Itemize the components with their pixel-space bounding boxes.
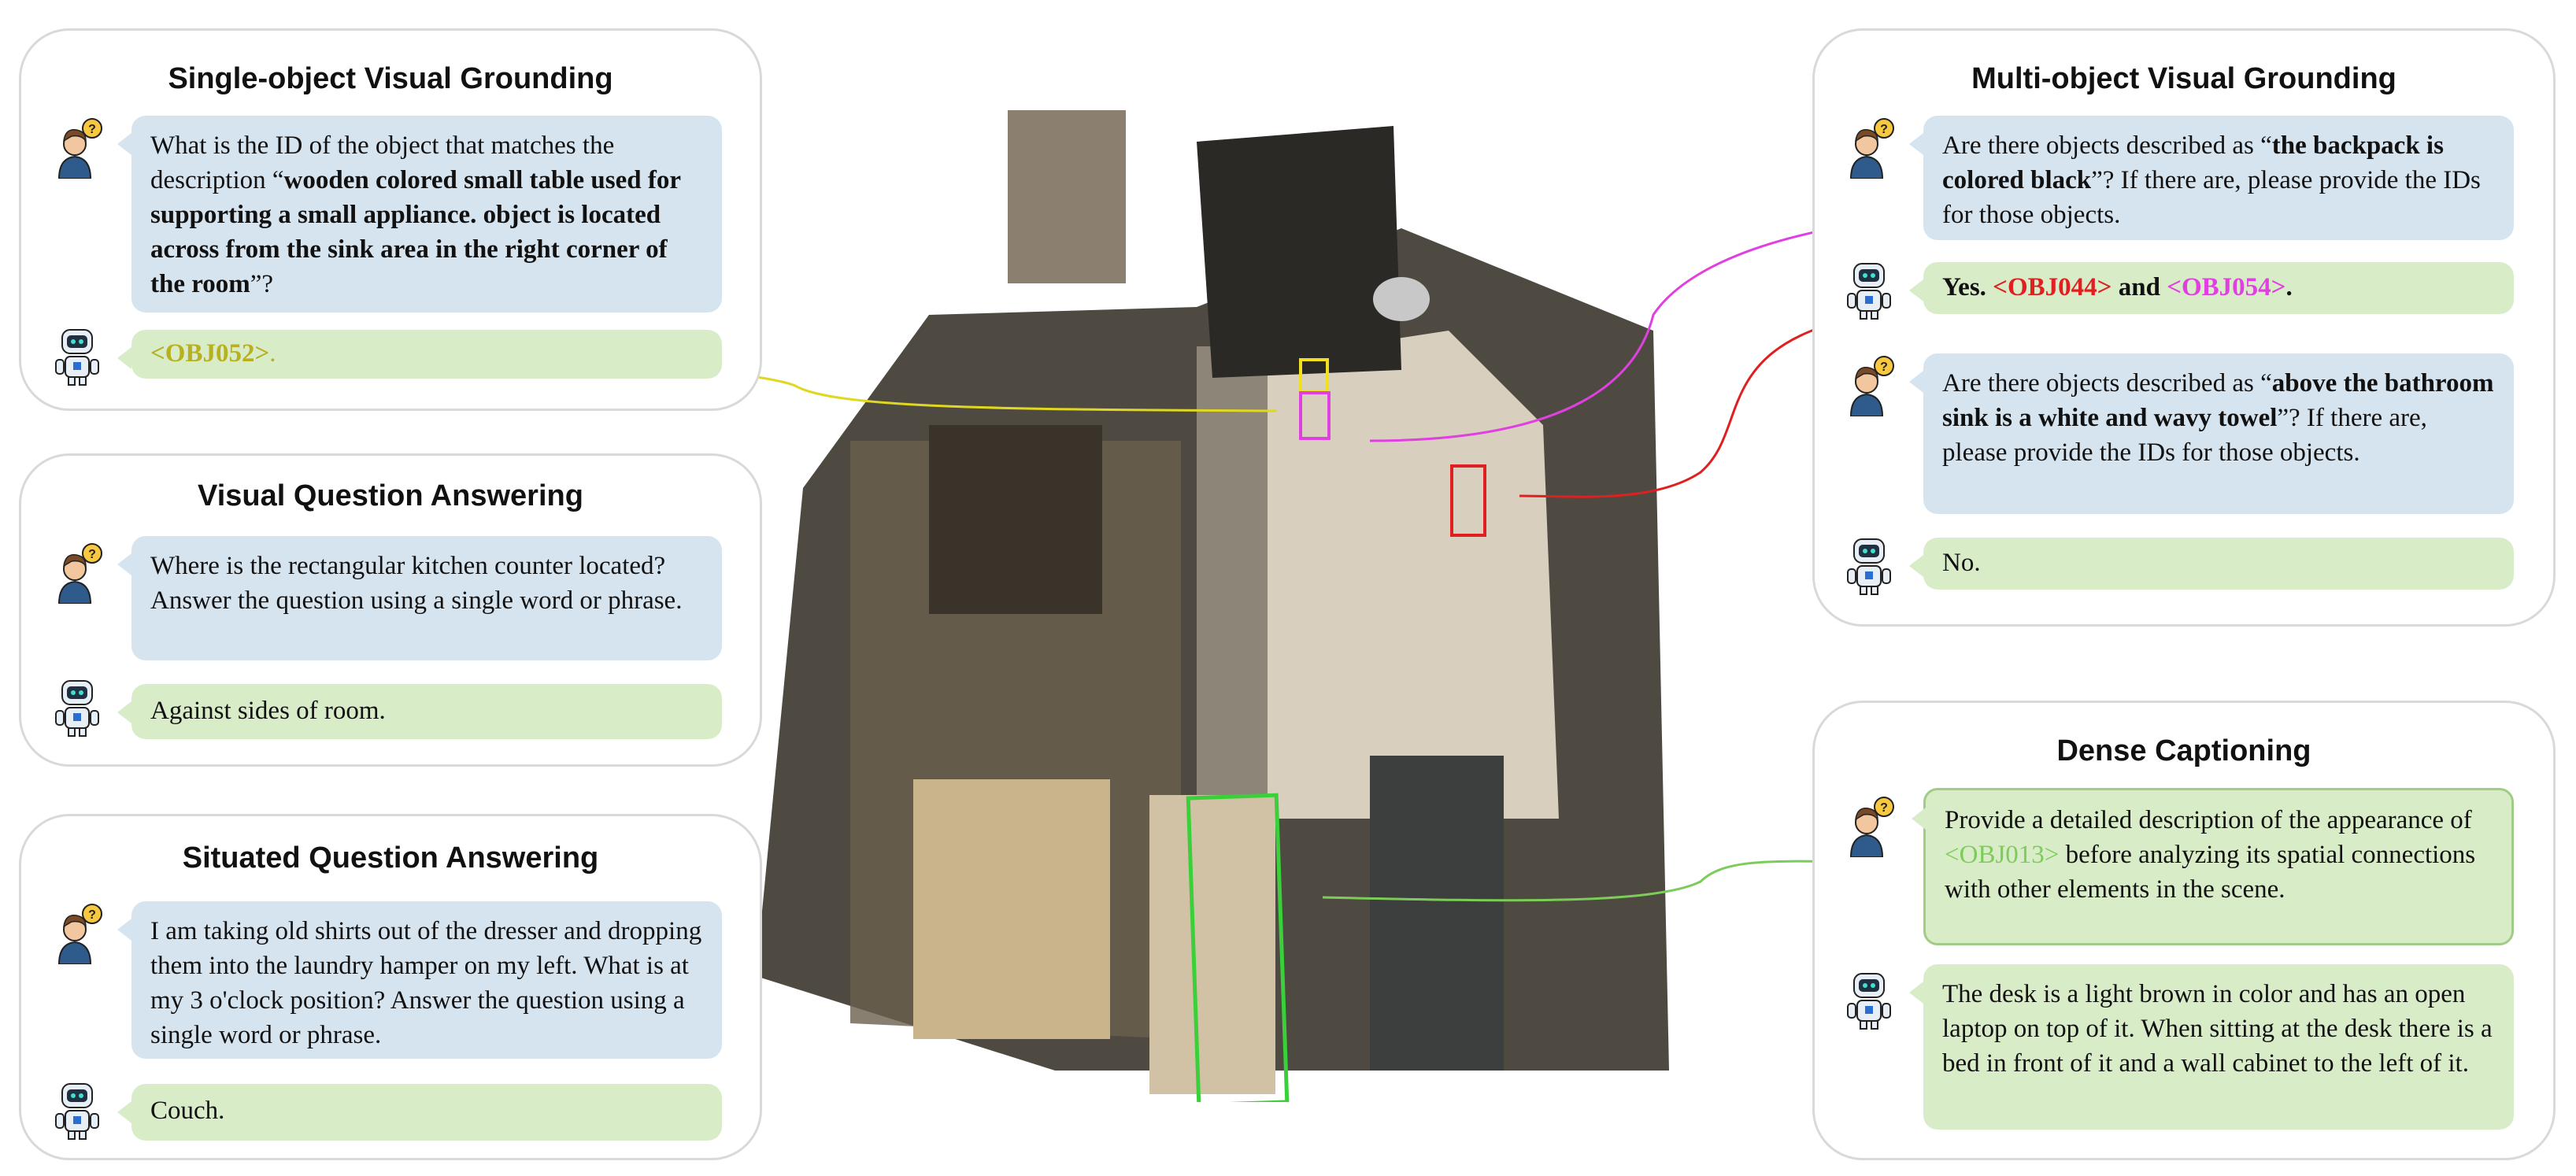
panel-title: Dense Captioning <box>1815 734 2553 768</box>
panel-visual-question-answering: Visual Question Answering Where is the r… <box>19 453 762 767</box>
person-question-icon <box>51 542 103 604</box>
robot-icon <box>51 676 103 738</box>
robot-icon <box>1843 259 1895 320</box>
person-question-icon <box>51 903 103 964</box>
question-bubble: What is the ID of the object that matche… <box>131 116 722 312</box>
question-bubble: Provide a detailed description of the ap… <box>1923 788 2514 945</box>
panel-title: Visual Question Answering <box>21 479 760 513</box>
panel-multi-object-grounding: Multi-object Visual Grounding Are there … <box>1812 28 2556 627</box>
answer-bubble: No. <box>1923 538 2514 590</box>
question-bubble: Where is the rectangular kitchen counter… <box>131 536 722 660</box>
person-question-icon <box>51 117 103 179</box>
panel-title: Multi-object Visual Grounding <box>1815 62 2553 96</box>
answer-bubble: <OBJ052>. <box>131 330 722 379</box>
person-question-icon <box>1843 796 1895 857</box>
person-question-icon <box>1843 117 1895 179</box>
person-question-icon <box>1843 355 1895 416</box>
question-bubble: I am taking old shirts out of the dresse… <box>131 901 722 1059</box>
question-bubble: Are there objects described as “above th… <box>1923 353 2514 514</box>
answer-bubble: Against sides of room. <box>131 684 722 739</box>
question-bubble: Are there objects described as “the back… <box>1923 116 2514 240</box>
robot-icon <box>51 1079 103 1141</box>
answer-bubble: The desk is a light brown in color and h… <box>1923 964 2514 1130</box>
robot-icon <box>51 325 103 386</box>
robot-icon <box>1843 969 1895 1030</box>
panel-title: Single-object Visual Grounding <box>21 62 760 96</box>
scene-point-cloud <box>756 110 1764 1102</box>
robot-icon <box>1843 534 1895 596</box>
answer-bubble: Couch. <box>131 1084 722 1141</box>
panel-single-object-grounding: Single-object Visual Grounding What is t… <box>19 28 762 411</box>
panel-title: Situated Question Answering <box>21 841 760 875</box>
answer-bubble: Yes. <OBJ044> and <OBJ054>. <box>1923 262 2514 314</box>
panel-dense-captioning: Dense Captioning Provide a detailed desc… <box>1812 701 2556 1160</box>
panel-situated-question-answering: Situated Question Answering I am taking … <box>19 814 762 1160</box>
